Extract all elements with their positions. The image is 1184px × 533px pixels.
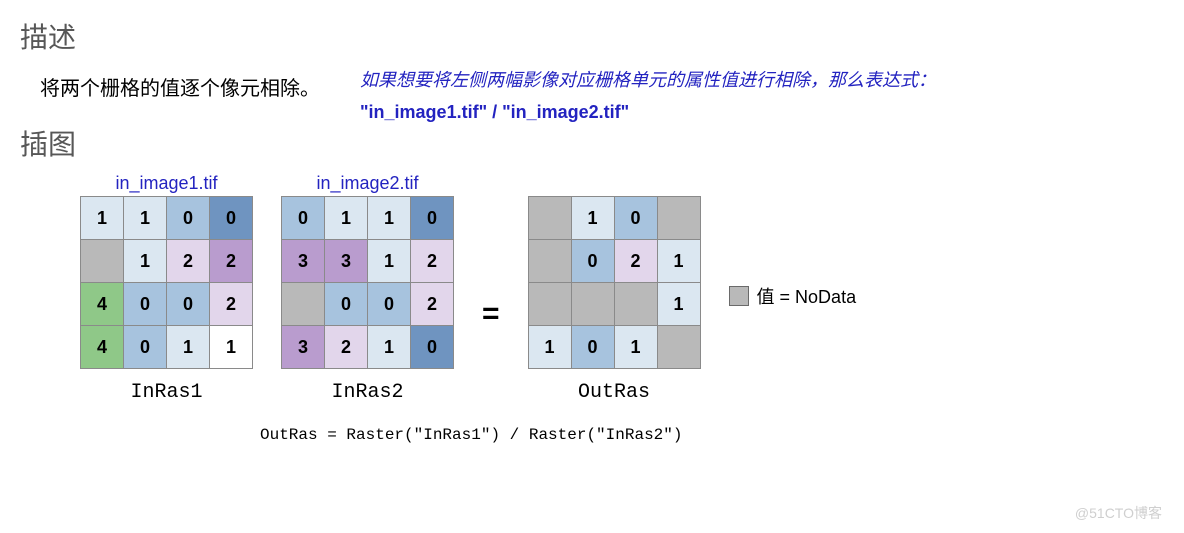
raster-panel-out: _ 100211101 OutRas — [528, 173, 701, 404]
heading-description: 描述 — [20, 16, 1164, 56]
raster-cell: 3 — [325, 240, 368, 283]
code-expression: OutRas = Raster("InRas1") / Raster("InRa… — [260, 426, 1164, 444]
raster-cell: 1 — [528, 326, 571, 369]
raster-cell: 0 — [210, 197, 253, 240]
legend-text: 值 = NoData — [757, 283, 857, 309]
raster-cell: 0 — [124, 326, 167, 369]
raster-cell: 3 — [282, 326, 325, 369]
raster-cell — [657, 326, 700, 369]
raster-cell: 2 — [210, 283, 253, 326]
raster-cell — [528, 283, 571, 326]
raster-cell — [657, 197, 700, 240]
raster-cell: 0 — [282, 197, 325, 240]
raster-cell: 0 — [571, 326, 614, 369]
raster-cell: 1 — [657, 240, 700, 283]
raster-cell: 1 — [657, 283, 700, 326]
raster-cell — [571, 283, 614, 326]
raster-cell: 1 — [614, 326, 657, 369]
raster-cell: 0 — [167, 197, 210, 240]
raster-caption-out: OutRas — [528, 381, 701, 404]
raster-cell: 1 — [571, 197, 614, 240]
raster-cell: 2 — [167, 240, 210, 283]
raster-cell — [614, 283, 657, 326]
raster-cell: 0 — [124, 283, 167, 326]
raster-grid-b: 011033120023210 — [281, 196, 454, 369]
raster-cell: 1 — [124, 197, 167, 240]
image-label-a: in_image1.tif — [80, 173, 253, 194]
raster-cell: 2 — [614, 240, 657, 283]
raster-cell: 2 — [210, 240, 253, 283]
raster-panel-a: in_image1.tif 110012240024011 InRas1 — [80, 173, 253, 404]
raster-caption-b: InRas2 — [281, 381, 454, 404]
raster-cell: 4 — [81, 283, 124, 326]
raster-cell: 0 — [411, 197, 454, 240]
raster-cell: 1 — [167, 326, 210, 369]
raster-cell — [81, 240, 124, 283]
raster-cell: 1 — [368, 326, 411, 369]
raster-cell: 2 — [325, 326, 368, 369]
raster-grid-a: 110012240024011 — [80, 196, 253, 369]
equals-sign: = — [482, 297, 500, 331]
heading-illustration: 插图 — [20, 123, 1164, 163]
raster-cell: 0 — [368, 283, 411, 326]
legend-swatch — [729, 286, 749, 306]
image-label-b: in_image2.tif — [281, 173, 454, 194]
raster-cell: 1 — [210, 326, 253, 369]
raster-caption-a: InRas1 — [80, 381, 253, 404]
raster-cell — [282, 283, 325, 326]
raster-cell — [528, 197, 571, 240]
raster-cell: 1 — [325, 197, 368, 240]
expression-text: "in_image1.tif" / "in_image2.tif" — [360, 102, 936, 123]
description-text: 将两个栅格的值逐个像元相除。 — [40, 72, 320, 101]
raster-grid-out: 100211101 — [528, 196, 701, 369]
watermark: @51CTO博客 — [1075, 503, 1162, 523]
raster-cell: 2 — [411, 283, 454, 326]
raster-cell: 0 — [571, 240, 614, 283]
raster-cell: 1 — [368, 197, 411, 240]
raster-cell: 3 — [282, 240, 325, 283]
raster-cell: 1 — [81, 197, 124, 240]
raster-cell: 0 — [167, 283, 210, 326]
raster-cell: 0 — [614, 197, 657, 240]
raster-cell — [528, 240, 571, 283]
raster-cell: 4 — [81, 326, 124, 369]
raster-panel-b: in_image2.tif 011033120023210 InRas2 — [281, 173, 454, 404]
legend: 值 = NoData — [729, 283, 857, 309]
raster-cell: 1 — [124, 240, 167, 283]
raster-cell: 0 — [411, 326, 454, 369]
raster-cell: 2 — [411, 240, 454, 283]
raster-cell: 1 — [368, 240, 411, 283]
raster-cell: 0 — [325, 283, 368, 326]
annotation-note: 如果想要将左侧两幅影像对应栅格单元的属性值进行相除，那么表达式： — [360, 66, 936, 92]
